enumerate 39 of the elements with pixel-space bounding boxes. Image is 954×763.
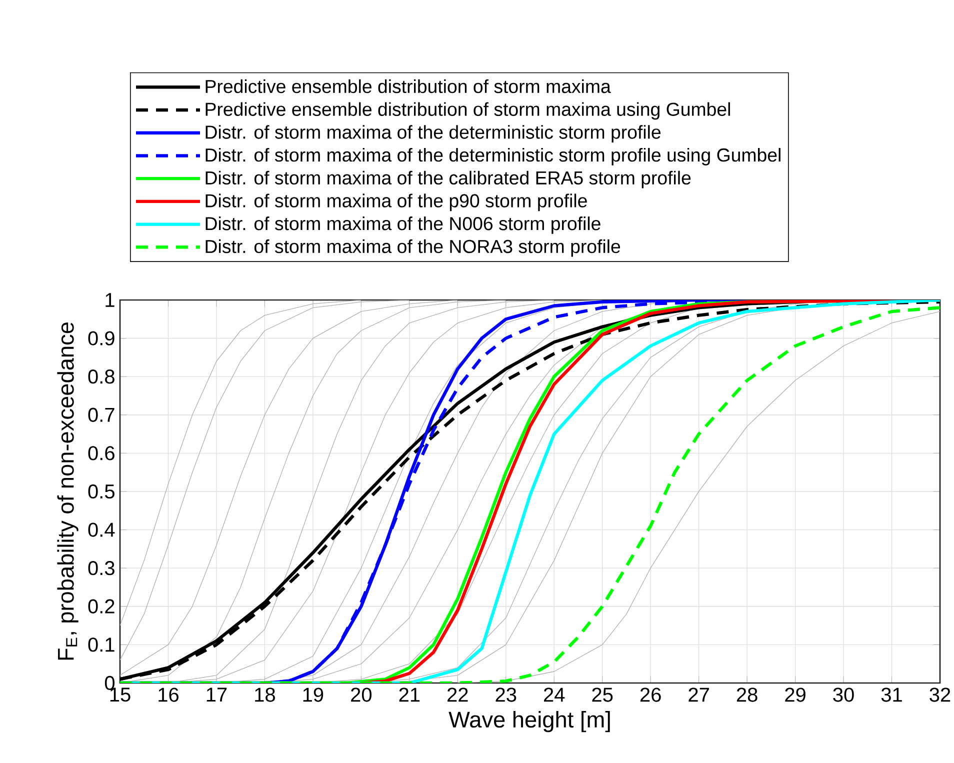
y-tick-label: 0.3 [88,561,114,576]
x-tick-label: 21 [399,688,420,702]
y-tick-label: 0 [104,676,114,690]
y-tick-label: 0.2 [88,599,114,614]
x-tick-label: 23 [496,688,516,702]
x-tick-label: 24 [544,688,565,702]
x-tick-label: 17 [206,688,227,702]
y-tick-label: 0.5 [88,484,114,499]
legend-label: Distr. of storm maxima of the deterministic storm profile [206,125,661,142]
y-tick-label: 1 [106,293,114,307]
x-tick-label: 32 [930,688,950,702]
y-tick-label: 0.8 [88,370,114,384]
x-tick-label: 18 [255,688,275,702]
x-tick-label: 20 [351,688,372,702]
x-tick-label: 30 [833,688,854,702]
x-tick-label: 28 [736,688,758,702]
x-tick-label: 29 [785,688,806,702]
y-tick-label: 0.4 [88,522,115,537]
x-tick-label: 25 [592,688,613,702]
x-tick-label: 22 [448,688,468,702]
legend-label: Distr. of storm maxima of the NORA3 storm profile [206,239,620,257]
x-tick-label: 26 [640,688,661,702]
x-tick-label: 16 [158,688,178,702]
legend-label: Distr. of storm maxima of the calibrated ERA5 storm profile [206,170,691,188]
legend-label: Distr. of storm maxima of the p90 storm profile [206,194,587,212]
x-tick-label: 27 [688,688,709,702]
y-axis-title: F$_{E}$, probability of non-exceedance [57,322,78,660]
x-tick-label: 15 [110,688,130,702]
x-axis-title: Wave height [m] [448,711,610,732]
y-tick-label: 0.9 [88,331,114,346]
legend-label: Distr. of storm maxima of the N006 storm profile [206,216,600,234]
legend-label: Predictive ensemble distribution of storm maxima using Gumbel [206,102,730,120]
legend-label: Distr. of storm maxima of the deterministic storm profile using Gumbel [206,148,780,166]
legend-label: Predictive ensemble distribution of storm maxima [206,79,611,94]
x-tick-label: 19 [303,688,324,702]
x-tick-label: 31 [881,688,902,702]
y-tick-label: 0.7 [88,408,114,422]
y-tick-label: 0.1 [88,638,114,652]
y-tick-label: 0.6 [88,446,114,460]
